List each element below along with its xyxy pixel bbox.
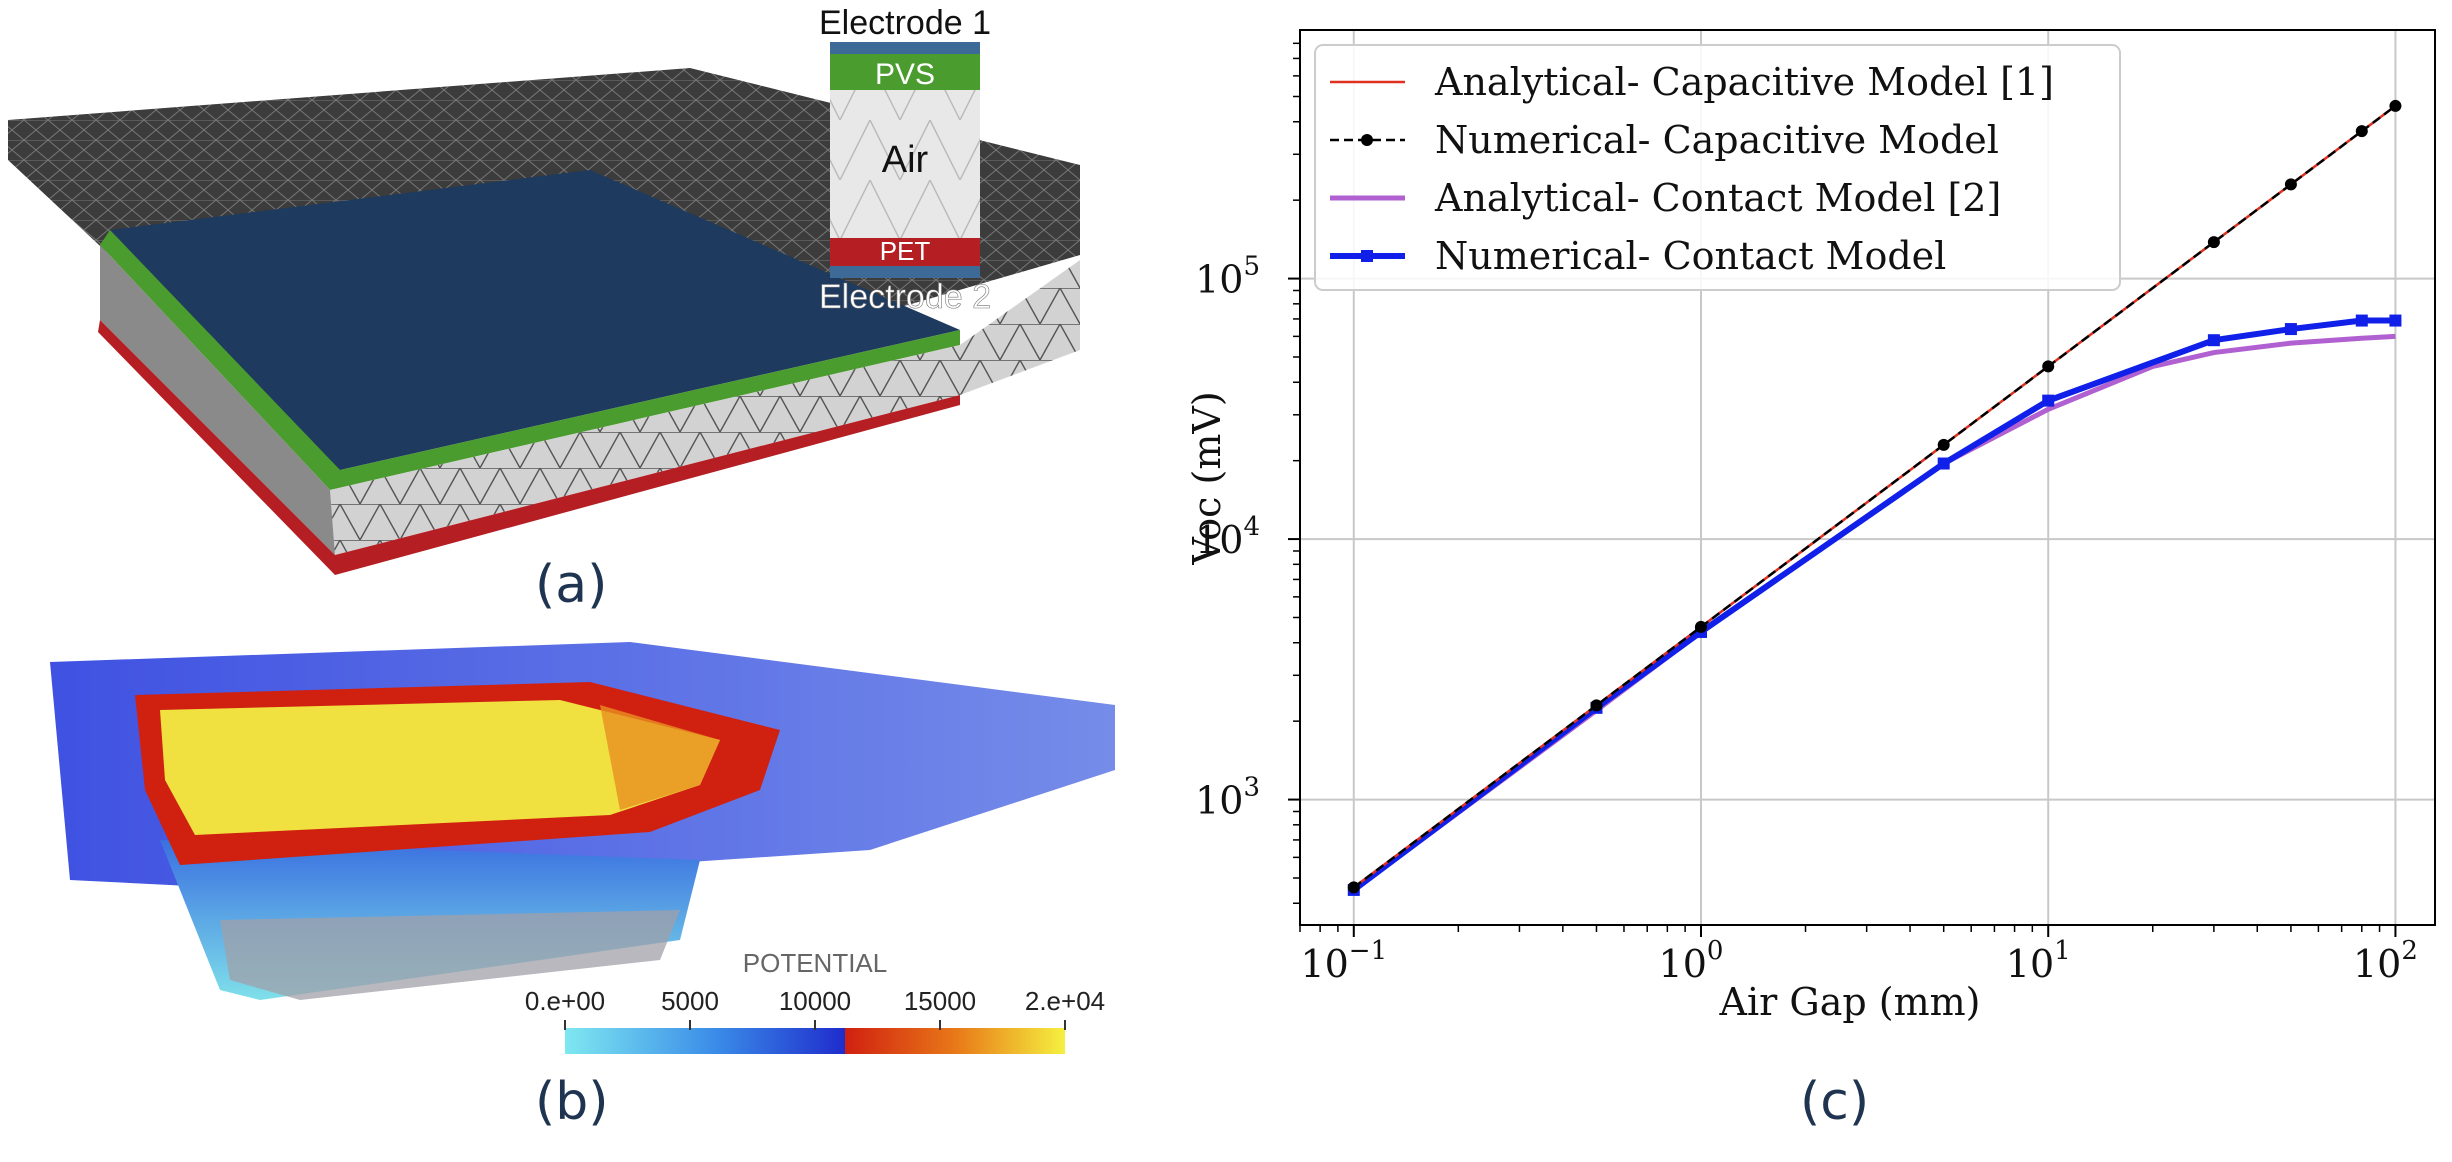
pet-label: PET <box>880 236 931 266</box>
panel-b-potential: POTENTIAL 0.e+00 5000 10000 15000 2.e+04 <box>0 620 1150 1060</box>
series-line-3 <box>1351 317 2396 893</box>
legend-marker-3 <box>1361 250 1373 262</box>
side-wall-front <box>330 260 1080 555</box>
series-point-1 <box>1695 620 1708 633</box>
panel-a-model: Electrode 1 PVS Air PET Electrode 2 <box>0 0 1100 620</box>
series-point-1 <box>1937 438 1950 451</box>
series-point-3 <box>2207 334 2220 347</box>
x-tick-exponent: 0 <box>1707 936 1724 966</box>
plot-frame <box>1299 29 2436 926</box>
series-point-1 <box>2284 178 2297 191</box>
panel-c-label: (c) <box>1800 1072 1870 1132</box>
x-tick-exponent: −1 <box>1349 936 1387 966</box>
x-tick-base: 10 <box>2006 942 2054 986</box>
legend-label-1: Numerical- Capacitive Model <box>1435 118 1999 162</box>
gray-arrows-region <box>220 910 680 1000</box>
air-label: Air <box>882 139 929 181</box>
colorbar-tick-1: 5000 <box>661 986 719 1016</box>
colorbar-tick-3: 15000 <box>904 986 976 1016</box>
colorbar-tick-4: 2.e+04 <box>1025 986 1105 1016</box>
layer-stack-inset <box>830 42 980 278</box>
series-point-1 <box>1347 881 1360 894</box>
panel-b-label: (b) <box>535 1072 609 1132</box>
y-tick-base: 10 <box>1195 779 1243 823</box>
legend-marker-1 <box>1361 134 1373 146</box>
series-point-1 <box>2355 125 2368 138</box>
chart-legend: Analytical- Capacitive Model [1] Numerica… <box>1314 44 2121 291</box>
series-point-3 <box>2355 314 2368 327</box>
series-point-3 <box>1937 457 1950 470</box>
x-tick-base: 10 <box>1659 942 1707 986</box>
panel-c-chart: 10−1 100 101 102 103 104 105 Air Gap (mm) Voc … <box>1150 0 2452 1060</box>
x-tick-base: 10 <box>1300 942 1348 986</box>
y-tick-exponent: 4 <box>1243 512 1260 542</box>
series-point-1 <box>1590 699 1603 712</box>
chart-series <box>1347 99 2402 896</box>
high-potential-mid <box>600 705 720 810</box>
x-tick-base: 10 <box>2353 942 2401 986</box>
y-tick-exponent: 3 <box>1243 773 1260 803</box>
y-tick-label: 103 <box>1195 773 1260 823</box>
x-tick-label: 102 <box>2353 936 2418 986</box>
series-point-3 <box>2042 394 2055 407</box>
x-tick-label: 10−1 <box>1300 936 1387 986</box>
series-point-3 <box>2284 323 2297 336</box>
series-point-1 <box>2207 236 2220 249</box>
pet-edge <box>98 320 960 575</box>
pvs-edge <box>100 230 960 490</box>
panel-a-label: (a) <box>535 555 608 615</box>
pvs-label: PVS <box>875 58 935 91</box>
series-point-1 <box>2042 360 2055 373</box>
x-axis-label: Air Gap (mm) <box>1719 980 1981 1024</box>
y-tick-exponent: 5 <box>1243 252 1260 282</box>
electrode1-label: Electrode 1 <box>819 4 991 42</box>
x-tick-label: 100 <box>1659 936 1724 986</box>
panel-b-graphic: POTENTIAL 0.e+00 5000 10000 15000 2.e+04 <box>50 642 1115 1054</box>
legend-label-0: Analytical- Capacitive Model [1] <box>1434 60 2054 104</box>
panel-a-graphic: Electrode 1 PVS Air PET Electrode 2 <box>8 4 1080 575</box>
y-axis-label: Voc (mV) <box>1185 391 1229 565</box>
legend-box <box>1314 44 2121 291</box>
colorbar <box>565 1028 1065 1054</box>
x-tick-exponent: 2 <box>2401 936 2418 966</box>
y-tick-base: 10 <box>1195 258 1243 302</box>
y-tick-base: 10 <box>1195 518 1243 562</box>
electrode-surface <box>110 170 960 470</box>
y-tick-label: 104 <box>1195 512 1260 562</box>
colorbar-tick-0: 0.e+00 <box>525 986 605 1016</box>
x-tick-label: 101 <box>2006 936 2071 986</box>
side-wall-left <box>100 245 335 555</box>
series-point-3 <box>2389 314 2402 327</box>
high-potential-core <box>160 700 720 835</box>
legend-label-3: Numerical- Contact Model <box>1435 234 1946 278</box>
legend-label-2: Analytical- Contact Model [2] <box>1434 176 2001 220</box>
series-line-2 <box>1352 333 2396 892</box>
electrode2-label: Electrode 2 <box>819 278 991 316</box>
series-point-1 <box>2389 99 2402 112</box>
colorbar-title: POTENTIAL <box>743 948 887 978</box>
x-tick-exponent: 1 <box>2054 936 2071 966</box>
y-tick-label: 105 <box>1195 252 1260 302</box>
colorbar-tick-2: 10000 <box>779 986 851 1016</box>
colorbar-ticks <box>564 1020 1066 1030</box>
